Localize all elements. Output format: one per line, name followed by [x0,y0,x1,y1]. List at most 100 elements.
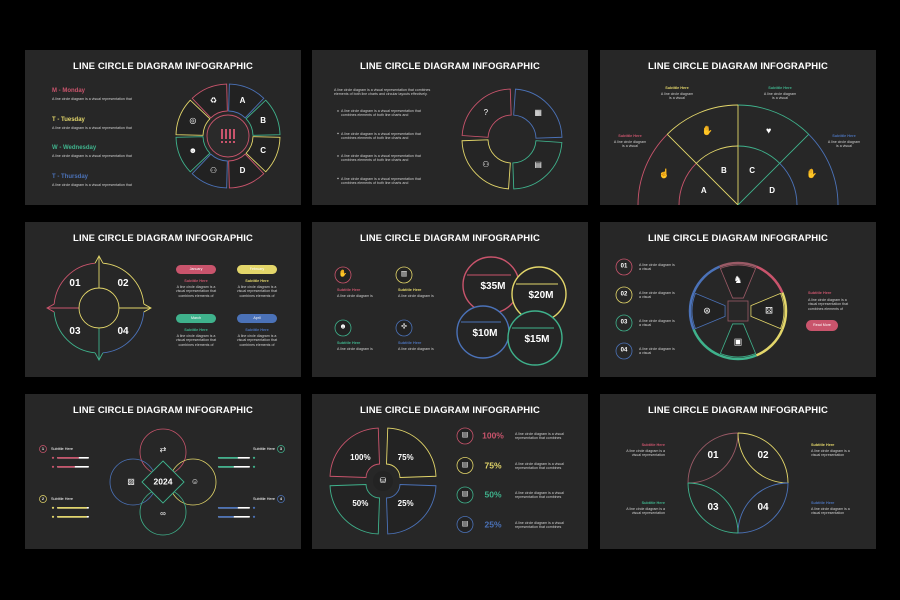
outer-arc [737,432,789,484]
bullet-dot [337,155,339,157]
side-desc: A line circle diagram is a visual repres… [811,449,850,458]
center-square [727,300,749,322]
inner-arc [779,162,798,205]
outer-arc [637,133,668,205]
user-icon: ☻ [339,323,347,331]
side-subtitle: Subtitle Here [811,443,835,447]
bars-icon [221,141,223,143]
slide-title: LINE CIRCLE DIAGRAM INFOGRAPHIC [648,405,828,416]
value-label: $35M [480,280,506,292]
bars-icon [225,129,227,139]
bars-icon [225,141,227,143]
item-subtitle: Subtitle Here [398,341,422,345]
card-subtitle: Subtitle Here [184,328,208,332]
quadrant-number: 01 [707,449,719,461]
quadrant-shape [329,427,380,478]
slide-thumbnail-6[interactable]: LINE CIRCLE DIAGRAM INFOGRAPHIC ♞ ⚄ ▣ ⊛ 01 A l… [600,222,876,377]
slide-thumbnail-8[interactable]: LINE CIRCLE DIAGRAM INFOGRAPHIC ⛁ 100% 75% 5… [312,394,588,549]
ring-segment [191,83,228,119]
handshake-icon: ✋ [701,125,713,136]
slide-thumbnail-7[interactable]: LINE CIRCLE DIAGRAM INFOGRAPHIC 2024 ⇄ ▨ ☺ ∞ 1… [25,394,301,549]
center-diamond [141,460,185,504]
slide-thumbnail-3[interactable]: LINE CIRCLE DIAGRAM INFOGRAPHIC A ☝ B ✋ C ♥ D ✋ S… [600,50,876,205]
item-desc: A line circle diagram is [398,347,434,351]
outer-arc [666,104,739,135]
item-desc: A line circle diagram is [398,294,434,298]
number-circle [615,286,633,304]
number-circle [277,495,285,503]
inner-arc [678,162,697,205]
center-circle [373,471,393,491]
outer-arc [737,104,810,135]
item-subtitle: Subtitle Here [253,447,275,451]
item-subtitle: Subtitle Here [337,288,361,292]
slide-thumbnail-5[interactable]: LINE CIRCLE DIAGRAM INFOGRAPHIC $35M $20M $… [312,222,588,377]
month-pill[interactable]: February [237,265,277,274]
segment-label: D [769,185,776,195]
value-circle [507,310,563,366]
bullet-text: A line circle diagram is a visual repres… [341,176,421,185]
subtitle: Subtitle Here [618,134,642,138]
rim-segment [692,328,721,357]
percent-value: 25% [484,519,502,530]
list-item-label: T - Tuesday [52,116,85,123]
progress-fill [218,466,234,468]
value-label: $10M [472,327,498,339]
percent-value: 100% [482,430,504,441]
number-circle [615,314,633,332]
image-icon: ▨ [127,477,135,486]
segment-label: C [749,165,756,175]
read-more-button[interactable]: Read More [806,320,838,331]
month-pill[interactable]: January [176,265,216,274]
quadrant-number: 02 [117,277,129,289]
rim-segment [719,261,757,268]
month-pill[interactable]: April [237,314,277,323]
quadrant-value: 25% [397,498,414,508]
inner-curve [687,432,739,484]
diagram [337,88,563,190]
segment-label: B [720,165,727,175]
ring-segment [245,99,281,136]
number-circle [39,445,47,453]
subtitle: Subtitle Here [768,86,792,90]
intro-text: A line circle diagram is a visual repres… [334,88,431,97]
quadrant-number: 03 [707,501,719,513]
bars-icon [221,129,223,139]
diagram [637,104,839,205]
item-subtitle: Subtitle Here [51,497,73,501]
icon-circle [334,266,352,284]
diagram [175,83,281,189]
network-icon: ✣ [401,323,407,331]
card-subtitle: Subtitle Here [245,279,269,283]
hierarchy-icon: ⚇ [482,160,490,170]
bullet-dot [252,506,256,509]
inner-curve [737,432,789,484]
slide-thumbnail-4[interactable]: LINE CIRCLE DIAGRAM INFOGRAPHIC 01 02 03 04 J… [25,222,301,377]
item-desc: A line circle diagram is a visual [639,347,675,356]
quadrant-value: 75% [397,453,414,463]
cubes-icon: ⛁ [379,476,387,485]
bars-icon [229,141,231,143]
slide-thumbnail-1[interactable]: LINE CIRCLE DIAGRAM INFOGRAPHIC ♻ A B C D ⚇ ☻ ◎ M… [25,50,301,205]
dice-icon: ⚄ [765,305,773,316]
number-label: 3 [280,446,282,451]
icon-circle [334,319,352,337]
quadrant-arc [53,311,96,354]
side-subtitle: Subtitle Here [641,443,665,447]
side-desc: A line circle diagram is a visual repres… [626,507,665,516]
month-pill[interactable]: March [176,314,216,323]
card-desc: A line circle diagram is a visual repres… [236,285,278,298]
rim-segment [688,292,695,330]
slide-thumbnail-9[interactable]: LINE CIRCLE DIAGRAM INFOGRAPHIC 01 02 03 04 S… [600,394,876,549]
number-circle [615,258,633,276]
slide-title: LINE CIRCLE DIAGRAM INFOGRAPHIC [360,405,540,416]
cycle-arrow-segment [513,88,563,139]
cycle-arrow-segment [461,88,512,138]
slide-thumbnail-2[interactable]: LINE CIRCLE DIAGRAM INFOGRAPHIC? ▦ ▤ ⚇ A lin… [312,50,588,205]
rim-segment [755,265,784,294]
side-desc: A line circle diagram is a visual repres… [811,507,850,516]
slide-title: LINE CIRCLE DIAGRAM INFOGRAPHIC [360,233,540,244]
diagram [39,428,285,536]
bullet-dot [337,132,339,135]
progress-fill [57,457,79,459]
